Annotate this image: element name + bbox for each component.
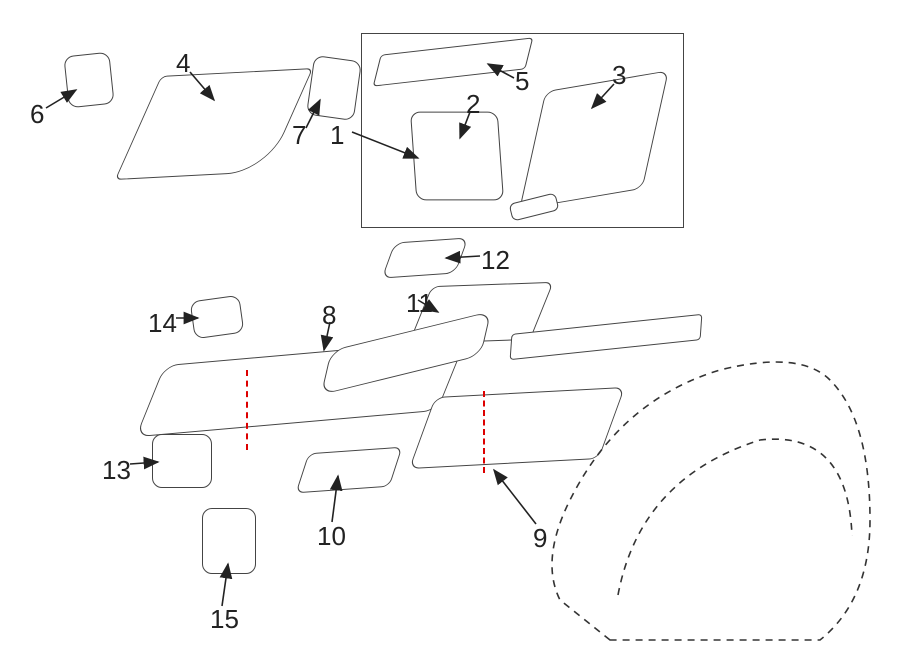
- arrow-9: [494, 470, 536, 524]
- part-14: [190, 295, 245, 340]
- label-8: 8: [322, 300, 336, 331]
- label-5: 5: [515, 66, 529, 97]
- part-15: [202, 508, 256, 574]
- label-12: 12: [481, 245, 510, 276]
- label-9: 9: [533, 523, 547, 554]
- label-7: 7: [292, 120, 306, 151]
- cut-line-1: [246, 370, 248, 450]
- label-1: 1: [330, 120, 344, 151]
- label-15: 15: [210, 604, 239, 635]
- cut-line-2: [483, 391, 485, 473]
- part-7: [306, 55, 362, 121]
- label-13: 13: [102, 455, 131, 486]
- label-3: 3: [612, 60, 626, 91]
- label-14: 14: [148, 308, 177, 339]
- part-9: [409, 387, 625, 469]
- part-4: [115, 68, 313, 180]
- part-10: [296, 447, 403, 494]
- part-2: [410, 112, 504, 201]
- part-6: [63, 52, 114, 109]
- part-13: [152, 434, 212, 488]
- label-6: 6: [30, 99, 44, 130]
- label-4: 4: [176, 48, 190, 79]
- parts-diagram: 1 2 3 4 5 6 7 8 9 10 11 12 13 14 15: [0, 0, 900, 661]
- label-2: 2: [466, 89, 480, 120]
- part-11-rail: [510, 314, 703, 360]
- label-10: 10: [317, 521, 346, 552]
- part-12: [381, 237, 468, 278]
- label-11: 11: [406, 288, 433, 319]
